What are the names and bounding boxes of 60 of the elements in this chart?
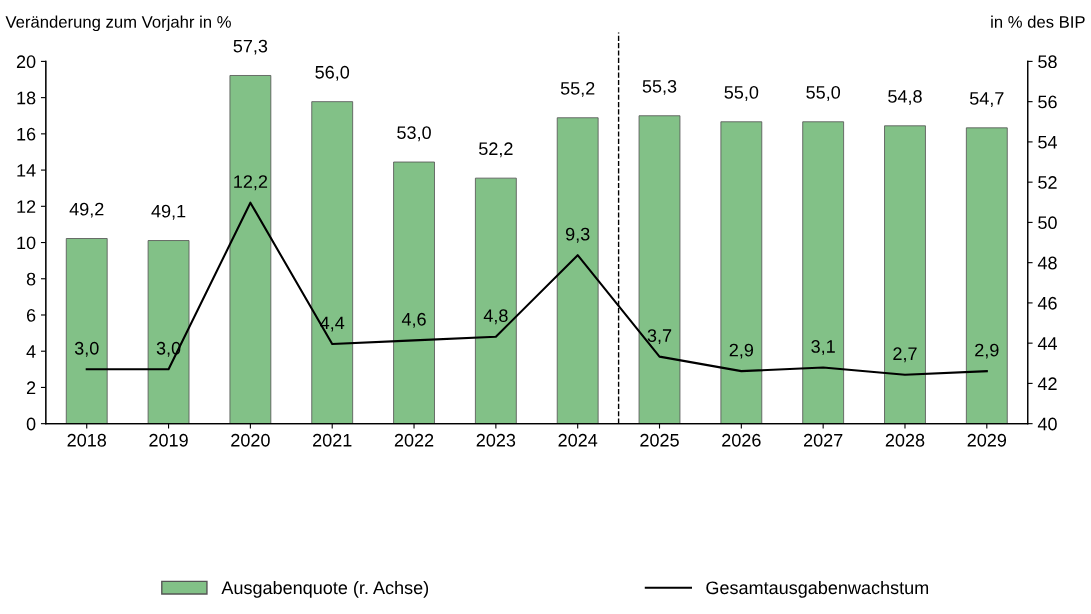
x-tick-label: 2024 bbox=[558, 433, 598, 447]
y2-tick-label: 58 bbox=[1038, 55, 1057, 69]
data-label: 54,7 bbox=[969, 92, 1004, 107]
data-label: 3,0 bbox=[74, 341, 99, 357]
y-tick-label: 0 bbox=[26, 417, 36, 431]
y-tick-label: 10 bbox=[17, 236, 36, 250]
legend-label: Gesamtausgabenwachstum bbox=[706, 580, 929, 598]
x-tick-label: 2019 bbox=[149, 433, 188, 447]
data-label: 9,3 bbox=[565, 227, 590, 243]
data-label: 4,8 bbox=[483, 309, 508, 325]
data-label: 57,3 bbox=[233, 39, 268, 55]
data-label: 12,2 bbox=[234, 175, 268, 191]
data-label: 56,0 bbox=[315, 65, 350, 81]
data-label: 55,0 bbox=[724, 85, 759, 101]
x-tick-label: 2027 bbox=[803, 433, 843, 447]
y2-tick-label: 54 bbox=[1038, 136, 1057, 149]
x-tick-label: 2028 bbox=[885, 433, 925, 447]
data-label: 2,9 bbox=[729, 343, 754, 359]
y-tick-label: 8 bbox=[26, 272, 36, 286]
y-tick-label: 20 bbox=[16, 55, 36, 69]
data-label: 3,1 bbox=[811, 340, 835, 355]
data-label: 55,3 bbox=[642, 79, 677, 95]
y2-tick-label: 52 bbox=[1038, 176, 1057, 189]
y2-tick-label: 50 bbox=[1038, 216, 1057, 230]
y2-tick-label: 56 bbox=[1038, 95, 1057, 109]
y2-tick-label: 46 bbox=[1037, 296, 1057, 310]
data-label: 52,2 bbox=[479, 142, 513, 158]
x-tick-label: 2029 bbox=[967, 433, 1007, 447]
y-tick-label: 14 bbox=[17, 164, 36, 177]
y-tick-label: 4 bbox=[26, 345, 36, 358]
y2-tick-label: 42 bbox=[1037, 377, 1057, 390]
legend-label: Ausgabenquote (r. Achse) bbox=[221, 580, 429, 598]
y-axis-title: Veränderung zum Vorjahr in % bbox=[5, 15, 231, 32]
y-tick-label: 2 bbox=[26, 381, 36, 394]
data-label: 49,1 bbox=[151, 204, 186, 220]
x-tick-label: 2025 bbox=[640, 433, 679, 447]
x-tick-label: 2022 bbox=[394, 433, 434, 447]
data-label: 53,0 bbox=[397, 126, 431, 142]
data-label: 4,6 bbox=[401, 312, 426, 328]
data-label: 4,4 bbox=[320, 316, 345, 332]
x-tick-label: 2020 bbox=[231, 433, 270, 447]
y-tick-label: 6 bbox=[26, 308, 36, 322]
x-tick-label: 2026 bbox=[722, 433, 761, 447]
data-label: 3,7 bbox=[647, 329, 672, 345]
data-label: 2,7 bbox=[893, 347, 917, 363]
x-tick-label: 2023 bbox=[476, 433, 516, 447]
y2-axis-title: in % des BIP bbox=[991, 15, 1085, 28]
y2-tick-label: 44 bbox=[1037, 337, 1057, 350]
data-label: 55,0 bbox=[806, 85, 841, 101]
data-label: 54,8 bbox=[888, 90, 922, 105]
x-tick-label: 2021 bbox=[313, 433, 352, 447]
y-tick-label: 12 bbox=[17, 200, 36, 213]
y2-tick-label: 48 bbox=[1037, 256, 1057, 270]
data-label: 55,2 bbox=[560, 81, 595, 97]
y-tick-label: 16 bbox=[17, 127, 36, 141]
data-label: 2,9 bbox=[975, 343, 999, 359]
y2-tick-label: 40 bbox=[1037, 417, 1057, 431]
data-label: 49,2 bbox=[69, 202, 104, 218]
x-tick-label: 2018 bbox=[67, 433, 107, 447]
y-tick-label: 18 bbox=[17, 91, 36, 105]
